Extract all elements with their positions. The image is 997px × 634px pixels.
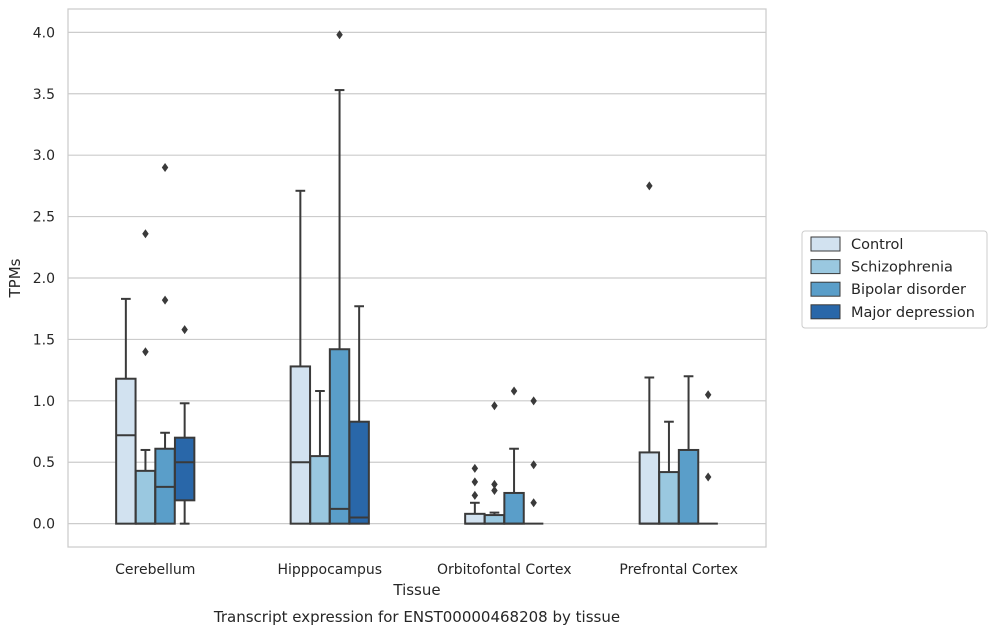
y-axis-label: TPMs xyxy=(6,258,24,298)
box-1-3 xyxy=(348,305,370,525)
outlier-point xyxy=(142,347,149,357)
box-2-1 xyxy=(483,401,506,525)
outlier-point xyxy=(161,162,169,172)
legend-label: Major depression xyxy=(851,305,975,321)
x-axis-tick-labels: Cerebellum Hipppocampus Orbitofontal Corte… xyxy=(115,562,738,578)
legend-swatch xyxy=(810,281,841,297)
y-tick-label: 1.0 xyxy=(33,394,55,410)
box-body xyxy=(348,420,370,525)
outlier-point xyxy=(142,229,149,239)
legend-frame xyxy=(801,230,988,329)
box-1-0 xyxy=(289,189,312,525)
outlier-point xyxy=(336,30,343,40)
box-3-2 xyxy=(677,375,700,525)
outlier-point xyxy=(491,479,498,489)
box-body xyxy=(464,512,486,525)
outlier-point xyxy=(530,396,537,406)
box-1-1 xyxy=(309,390,331,525)
x-tick-label: Prefrontal Cortex xyxy=(619,562,738,578)
outlier-point xyxy=(530,498,537,508)
box-3-0 xyxy=(638,181,661,525)
box-body xyxy=(483,514,506,525)
y-tick-label: 3.5 xyxy=(33,87,55,103)
outlier-point xyxy=(471,477,479,487)
outlier-point xyxy=(471,463,479,473)
box-body xyxy=(503,491,525,525)
boxes xyxy=(115,30,718,525)
x-tick-label: Orbitofontal Cortex xyxy=(437,562,572,578)
box-0-1 xyxy=(134,229,157,525)
y-tick-label: 1.5 xyxy=(33,332,55,348)
box-2-3 xyxy=(523,396,544,525)
box-body xyxy=(677,448,700,525)
legend-label: Schizophrenia xyxy=(851,260,953,276)
outlier-point xyxy=(704,472,712,482)
y-tick-label: 3.0 xyxy=(33,148,55,164)
outlier-point xyxy=(181,325,188,335)
box-body xyxy=(309,455,331,525)
legend-label: Bipolar disorder xyxy=(851,282,966,298)
box-0-0 xyxy=(115,297,137,525)
outlier-point xyxy=(646,181,653,191)
outlier-point xyxy=(161,295,169,305)
chart-caption: Transcript expression for ENST0000046820… xyxy=(213,608,620,626)
outlier-point xyxy=(704,390,712,400)
plot-area-frame xyxy=(67,8,767,548)
outlier-point xyxy=(491,401,498,411)
box-body xyxy=(173,436,196,502)
box-body xyxy=(134,469,157,525)
x-axis-label: Tissue xyxy=(392,581,440,599)
outlier-point xyxy=(510,386,518,396)
legend-label: Control xyxy=(851,237,903,253)
outlier-point xyxy=(530,460,537,470)
y-tick-label: 2.0 xyxy=(33,271,55,287)
box-0-3 xyxy=(173,325,196,525)
box-body xyxy=(289,365,312,525)
box-2-2 xyxy=(503,386,525,525)
box-1-2 xyxy=(328,30,351,525)
outlier-point xyxy=(471,490,479,500)
box-body xyxy=(658,471,680,525)
box-body xyxy=(638,451,661,525)
legend-swatch xyxy=(810,304,841,320)
legend-swatch xyxy=(810,259,841,275)
y-tick-label: 2.5 xyxy=(33,210,55,226)
y-tick-label: 4.0 xyxy=(33,25,55,41)
box-2-0 xyxy=(464,463,486,525)
box-body xyxy=(115,377,137,525)
legend-swatch xyxy=(810,236,841,252)
y-tick-label: 0.0 xyxy=(33,517,55,533)
legend: Control Schizophrenia Bipolar disorder Majo… xyxy=(801,230,988,329)
x-tick-label: Hipppocampus xyxy=(277,562,382,578)
box-3-1 xyxy=(658,420,680,525)
x-tick-label: Cerebellum xyxy=(115,562,195,578)
y-axis-tick-labels: 0.0 0.5 1.0 1.5 2.0 2.5 3.0 3.5 4.0 xyxy=(33,25,55,532)
box-3-3 xyxy=(698,390,718,525)
outlier-point xyxy=(491,485,498,495)
box-body xyxy=(328,348,351,525)
y-tick-label: 0.5 xyxy=(33,455,55,471)
